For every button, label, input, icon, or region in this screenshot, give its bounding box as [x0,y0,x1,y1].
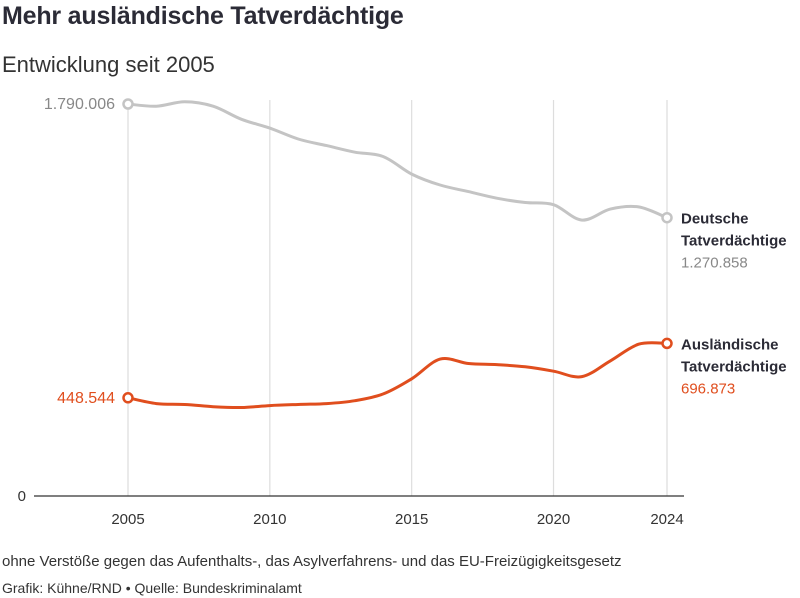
series-name-line2-deutsche: Tatverdächtige [681,233,787,250]
end-point-deutsche [661,211,673,224]
start-value-label-deutsche: 1.790.006 [44,96,115,113]
chart-subtitle: Entwicklung seit 2005 [2,52,215,77]
series-name-line1-deutsche: Deutsche [681,211,749,228]
x-tick-label-2010: 2010 [253,511,286,528]
series-line-deutsche [126,100,669,222]
end-point-auslaendische [661,337,673,350]
end-value-label-auslaendische: 696.873 [681,380,735,397]
start-point-auslaendische [122,392,134,404]
chart-title: Mehr ausländische Tatverdächtige [2,2,404,30]
start-value-label-auslaendische: 448.544 [57,390,115,407]
series-line-auslaendische [126,341,669,410]
x-tick-label-2015: 2015 [395,511,428,528]
series-name-line2-auslaendische: Tatverdächtige [681,358,787,375]
x-tick-label-2024: 2024 [650,511,683,528]
source-credit: Grafik: Kühne/RND • Quelle: Bundeskrimin… [2,580,302,596]
end-value-label-deutsche: 1.270.858 [681,255,748,272]
start-point-deutsche [122,98,134,110]
y-tick-label-0: 0 [18,488,26,505]
footnote: ohne Verstöße gegen das Aufenthalts-, da… [2,553,622,570]
series-name-line1-auslaendische: Ausländische [681,336,779,353]
x-tick-label-2005: 2005 [111,511,144,528]
x-tick-label-2020: 2020 [537,511,570,528]
